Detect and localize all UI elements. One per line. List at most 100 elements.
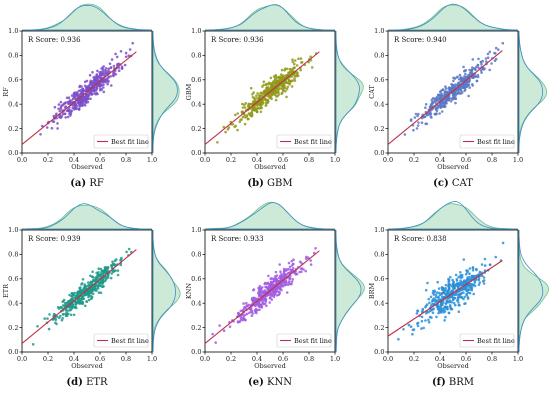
scatter-point	[299, 68, 303, 72]
scatter-point	[63, 106, 67, 109]
scatter-point	[79, 101, 82, 105]
scatter-point	[458, 304, 461, 307]
y-tick-label: 0.6	[374, 275, 384, 283]
scatter-point	[459, 80, 462, 84]
scatter-point	[466, 297, 470, 300]
scatter-point	[444, 301, 448, 305]
scatter-point	[445, 299, 449, 302]
y-tick-label: 1.0	[374, 27, 384, 35]
scatter-point	[279, 73, 283, 76]
x-tick-label: 0.4	[69, 355, 79, 363]
scatter-point	[273, 290, 277, 294]
scatter-point	[463, 85, 467, 89]
x-tick-label: 0.8	[121, 156, 131, 164]
scatter-point	[422, 115, 426, 119]
scatter-point	[402, 328, 405, 331]
scatter-point	[431, 311, 435, 315]
scatter-point	[440, 101, 443, 105]
scatter-point	[450, 289, 453, 293]
scatter-point	[274, 270, 278, 274]
scatter-point	[64, 309, 68, 312]
scatter-point	[426, 281, 429, 285]
scatter-point	[276, 89, 280, 92]
scatter-point	[442, 311, 446, 314]
scatter-point	[80, 282, 84, 285]
scatter-point	[272, 280, 276, 283]
scatter-point	[248, 103, 252, 106]
scatter-point	[91, 279, 95, 283]
scatter-point	[278, 263, 282, 266]
scatter-point	[479, 69, 483, 72]
scatter-point	[248, 311, 251, 315]
x-tick-label: 0.8	[304, 156, 314, 164]
scatter-point	[416, 114, 419, 118]
scatter-point	[464, 272, 468, 276]
scatter-point	[480, 71, 483, 74]
scatter-point	[89, 97, 92, 100]
scatter-point	[275, 81, 279, 84]
y-tick-label: 0.0	[191, 149, 201, 157]
scatter-point	[83, 104, 87, 107]
scatter-point	[285, 273, 289, 276]
scatter-point	[243, 106, 247, 109]
scatter-point	[41, 124, 44, 128]
scatter-point	[124, 55, 128, 59]
scatter-point	[218, 324, 221, 327]
scatter-point	[443, 319, 446, 322]
scatter-point	[295, 64, 299, 67]
scatter-point	[31, 343, 35, 346]
scatter-point	[421, 309, 425, 312]
scatter-point	[309, 55, 312, 58]
scatter-point	[290, 85, 294, 88]
y-tick-label: 0.2	[191, 324, 201, 332]
scatter-point	[247, 105, 250, 108]
scatter-point	[127, 247, 131, 251]
scatter-point	[428, 301, 431, 305]
scatter-point	[435, 315, 438, 319]
scatter-point	[447, 91, 450, 94]
y-tick-label: 0.0	[374, 348, 384, 356]
scatter-point	[497, 48, 500, 51]
scatter-point	[112, 74, 115, 78]
scatter-point	[463, 82, 467, 86]
scatter-point	[264, 104, 268, 107]
scatter-point	[467, 80, 471, 83]
scatter-point	[88, 73, 92, 77]
scatter-point	[124, 51, 128, 55]
y-tick-label: 0.8	[8, 52, 18, 60]
scatter-point	[302, 268, 305, 271]
scatter-point	[245, 114, 249, 117]
scatter-point	[256, 92, 259, 95]
x-tick-label: 0.0	[17, 156, 27, 164]
scatter-point	[438, 112, 441, 115]
scatter-point	[92, 89, 95, 93]
scatter-point	[312, 251, 316, 255]
scatter-point	[257, 305, 261, 308]
scatter-point	[414, 112, 418, 116]
scatter-point	[463, 75, 466, 78]
scatter-point	[483, 67, 486, 70]
scatter-point	[427, 318, 430, 322]
scatter-point	[424, 319, 427, 322]
scatter-point	[254, 303, 257, 307]
scatter-point	[82, 89, 85, 92]
scatter-point	[48, 313, 51, 316]
scatter-point	[441, 286, 445, 290]
scatter-point	[267, 81, 271, 85]
scatter-point	[444, 100, 447, 104]
scatter-point	[112, 70, 116, 74]
scatter-point	[449, 275, 452, 279]
scatter-point	[234, 124, 237, 128]
scatter-point	[101, 70, 105, 73]
scatter-point	[267, 288, 270, 291]
scatter-point	[62, 304, 65, 307]
scatter-point	[430, 98, 434, 102]
top-density-predicted	[387, 201, 519, 230]
y-tick-label: 1.0	[8, 226, 18, 234]
x-axis-label: Observed	[71, 362, 102, 370]
scatter-point	[292, 267, 295, 270]
scatter-point	[98, 281, 102, 285]
scatter-point	[239, 309, 243, 313]
scatter-point	[87, 85, 91, 88]
scatter-point	[111, 260, 114, 264]
